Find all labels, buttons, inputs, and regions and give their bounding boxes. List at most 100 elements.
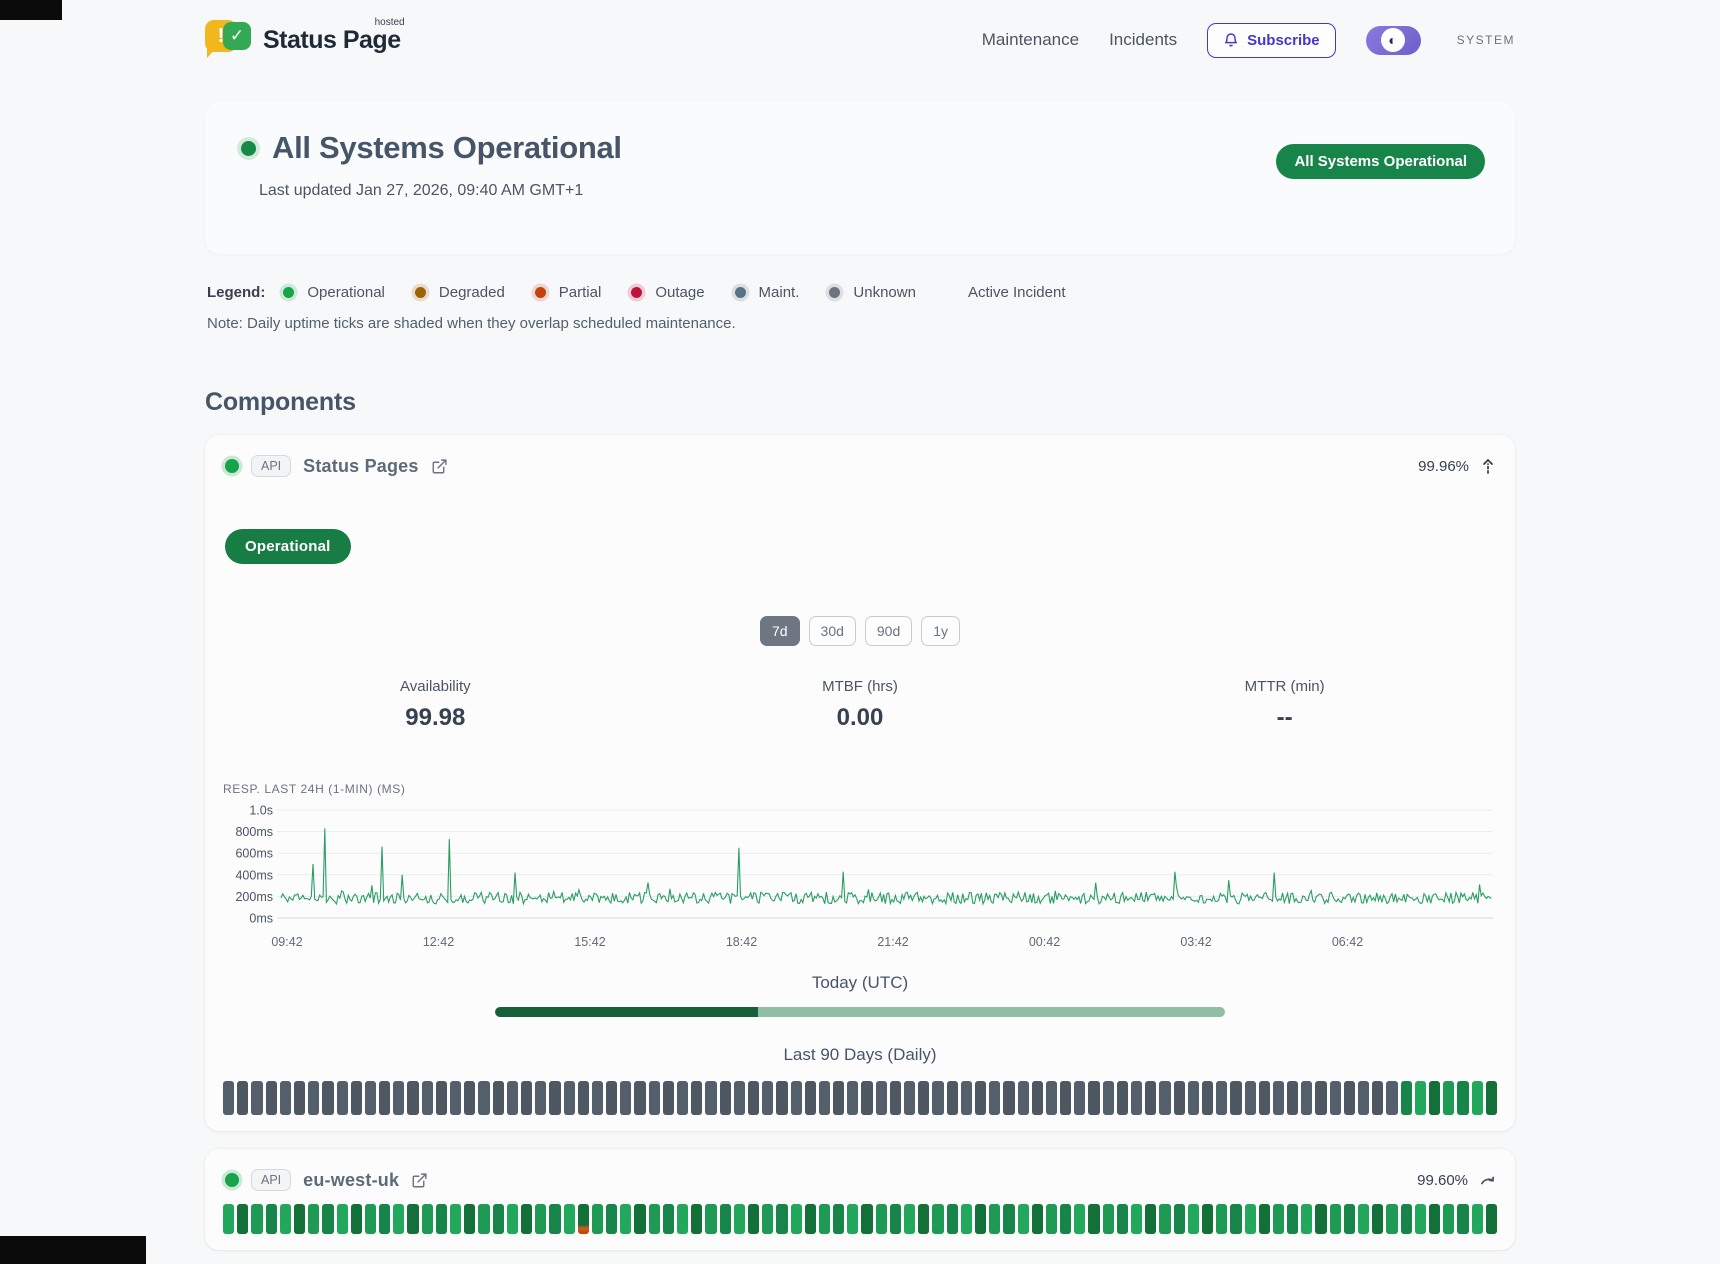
uptime-day-tick[interactable] xyxy=(620,1204,632,1234)
uptime-day-tick[interactable] xyxy=(705,1204,717,1234)
uptime-day-tick[interactable] xyxy=(989,1204,1001,1234)
uptime-day-tick[interactable] xyxy=(1173,1204,1185,1234)
uptime-day-tick[interactable] xyxy=(974,1204,987,1234)
uptime-day-tick[interactable] xyxy=(1045,1204,1058,1234)
uptime-day-tick[interactable] xyxy=(492,1204,504,1234)
uptime-day-tick[interactable] xyxy=(1258,1204,1270,1234)
uptime-day-tick[interactable] xyxy=(705,1081,717,1115)
uptime-day-tick[interactable] xyxy=(421,1081,433,1115)
uptime-day-tick[interactable] xyxy=(1372,1204,1384,1234)
uptime-day-tick[interactable] xyxy=(1485,1204,1497,1234)
uptime-day-tick[interactable] xyxy=(591,1204,604,1234)
external-link-icon[interactable] xyxy=(411,1172,428,1189)
uptime-day-tick[interactable] xyxy=(1358,1204,1370,1234)
uptime-day-tick[interactable] xyxy=(1428,1081,1441,1115)
uptime-day-tick[interactable] xyxy=(251,1081,263,1115)
range-button-1y[interactable]: 1y xyxy=(921,616,961,646)
uptime-day-tick[interactable] xyxy=(237,1204,249,1234)
uptime-day-tick[interactable] xyxy=(1272,1081,1285,1115)
uptime-day-tick[interactable] xyxy=(563,1081,575,1115)
uptime-day-tick[interactable] xyxy=(1272,1204,1285,1234)
uptime-day-tick[interactable] xyxy=(506,1204,518,1234)
uptime-day-tick[interactable] xyxy=(506,1081,518,1115)
uptime-day-tick[interactable] xyxy=(733,1204,745,1234)
uptime-day-tick[interactable] xyxy=(1386,1081,1398,1115)
uptime-day-tick[interactable] xyxy=(1131,1081,1143,1115)
uptime-day-tick[interactable] xyxy=(577,1204,589,1234)
uptime-day-tick[interactable] xyxy=(450,1204,462,1234)
uptime-day-tick[interactable] xyxy=(265,1081,277,1115)
uptime-day-tick[interactable] xyxy=(364,1081,377,1115)
uptime-day-tick[interactable] xyxy=(1471,1204,1483,1234)
uptime-day-tick[interactable] xyxy=(719,1081,731,1115)
uptime-day-tick[interactable] xyxy=(861,1204,873,1234)
uptime-day-tick[interactable] xyxy=(691,1204,703,1234)
uptime-day-tick[interactable] xyxy=(1088,1081,1100,1115)
uptime-day-tick[interactable] xyxy=(1230,1204,1242,1234)
uptime-day-tick[interactable] xyxy=(818,1204,831,1234)
uptime-day-tick[interactable] xyxy=(790,1204,802,1234)
uptime-day-tick[interactable] xyxy=(960,1204,972,1234)
uptime-day-tick[interactable] xyxy=(1074,1204,1086,1234)
uptime-day-tick[interactable] xyxy=(634,1081,646,1115)
uptime-day-tick[interactable] xyxy=(606,1081,618,1115)
uptime-day-tick[interactable] xyxy=(648,1204,660,1234)
uptime-day-tick[interactable] xyxy=(379,1081,391,1115)
uptime-day-tick[interactable] xyxy=(1428,1204,1441,1234)
uptime-day-tick[interactable] xyxy=(1329,1204,1341,1234)
uptime-day-tick[interactable] xyxy=(762,1081,774,1115)
range-button-90d[interactable]: 90d xyxy=(864,616,913,646)
uptime-day-tick[interactable] xyxy=(1244,1204,1256,1234)
uptime-day-tick[interactable] xyxy=(932,1204,944,1234)
uptime-day-tick[interactable] xyxy=(279,1081,291,1115)
uptime-day-tick[interactable] xyxy=(478,1081,490,1115)
uptime-day-tick[interactable] xyxy=(520,1081,533,1115)
uptime-day-tick[interactable] xyxy=(492,1081,504,1115)
uptime-day-tick[interactable] xyxy=(1031,1081,1043,1115)
uptime-day-tick[interactable] xyxy=(1216,1204,1228,1234)
uptime-day-tick[interactable] xyxy=(946,1081,958,1115)
uptime-day-tick[interactable] xyxy=(1414,1081,1426,1115)
uptime-day-tick[interactable] xyxy=(265,1204,277,1234)
uptime-day-tick[interactable] xyxy=(1116,1081,1128,1115)
uptime-day-tick[interactable] xyxy=(960,1081,972,1115)
uptime-day-tick[interactable] xyxy=(875,1204,887,1234)
uptime-day-tick[interactable] xyxy=(932,1081,944,1115)
uptime-day-tick[interactable] xyxy=(918,1081,930,1115)
collapse-icon[interactable] xyxy=(1481,457,1495,475)
uptime-day-tick[interactable] xyxy=(1201,1204,1214,1234)
uptime-day-tick[interactable] xyxy=(662,1204,674,1234)
uptime-day-tick[interactable] xyxy=(1017,1081,1029,1115)
uptime-day-tick[interactable] xyxy=(747,1081,760,1115)
uptime-day-tick[interactable] xyxy=(1145,1081,1157,1115)
uptime-day-tick[interactable] xyxy=(464,1204,476,1234)
uptime-day-tick[interactable] xyxy=(1003,1081,1015,1115)
uptime-day-tick[interactable] xyxy=(1471,1081,1483,1115)
uptime-day-tick[interactable] xyxy=(478,1204,490,1234)
uptime-day-tick[interactable] xyxy=(1116,1204,1128,1234)
uptime-day-tick[interactable] xyxy=(251,1204,263,1234)
uptime-day-tick[interactable] xyxy=(1414,1204,1426,1234)
uptime-day-tick[interactable] xyxy=(974,1081,987,1115)
range-button-30d[interactable]: 30d xyxy=(808,616,856,646)
uptime-day-tick[interactable] xyxy=(1329,1081,1341,1115)
uptime-day-tick[interactable] xyxy=(535,1081,547,1115)
uptime-day-tick[interactable] xyxy=(1400,1204,1412,1234)
uptime-day-tick[interactable] xyxy=(1088,1204,1100,1234)
logo[interactable]: ! ✓ Status Page hosted xyxy=(205,17,405,60)
uptime-day-tick[interactable] xyxy=(918,1204,930,1234)
uptime-day-tick[interactable] xyxy=(549,1204,561,1234)
uptime-day-tick[interactable] xyxy=(747,1204,760,1234)
uptime-day-tick[interactable] xyxy=(1201,1081,1214,1115)
uptime-day-tick[interactable] xyxy=(1358,1081,1370,1115)
nav-maintenance[interactable]: Maintenance xyxy=(981,30,1080,49)
uptime-day-tick[interactable] xyxy=(237,1081,249,1115)
uptime-day-tick[interactable] xyxy=(1485,1081,1497,1115)
uptime-day-tick[interactable] xyxy=(1457,1081,1469,1115)
uptime-day-tick[interactable] xyxy=(904,1204,916,1234)
uptime-day-tick[interactable] xyxy=(833,1081,845,1115)
uptime-day-tick[interactable] xyxy=(719,1204,731,1234)
uptime-day-tick[interactable] xyxy=(847,1204,859,1234)
uptime-day-tick[interactable] xyxy=(577,1081,589,1115)
uptime-day-tick[interactable] xyxy=(733,1081,745,1115)
